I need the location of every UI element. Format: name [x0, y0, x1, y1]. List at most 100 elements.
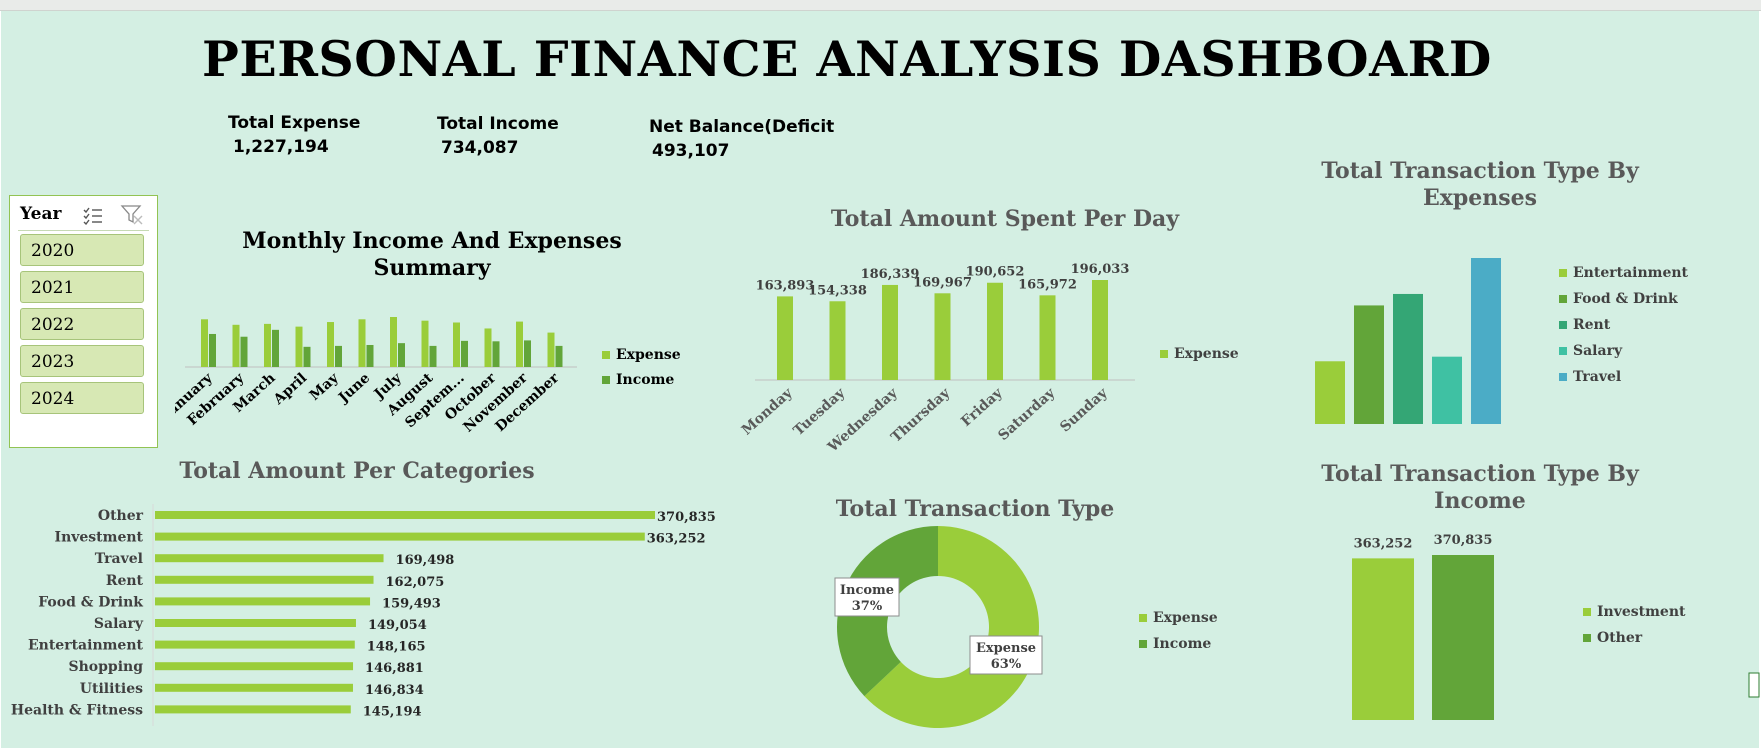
bar-other [1432, 555, 1494, 720]
bar-healthfitness [155, 705, 351, 714]
transaction-by-income-chart: 363,252 370,835 [1352, 533, 1494, 720]
data-label: 146,834 [365, 683, 424, 698]
bar-monday [777, 296, 793, 380]
by-expenses-chart-title: Total Transaction Type By Expenses [1321, 158, 1639, 211]
window-top-strip [0, 0, 1761, 11]
legend-expense: Expense [1174, 346, 1239, 362]
data-label: 145,194 [363, 704, 422, 719]
data-label-box [834, 577, 900, 617]
legend-food-drink: Food & Drink [1573, 291, 1678, 307]
data-label: Income [840, 583, 894, 598]
expense-swatch [1139, 614, 1147, 622]
transaction-by-expenses-chart [1315, 258, 1501, 424]
bar-expense-october [484, 328, 492, 367]
bar-income-december [555, 345, 563, 367]
transaction-type-legend: Expense Income [1139, 610, 1218, 652]
legend-investment: Investment [1597, 604, 1686, 620]
kpi-net-balance-value: 493,107 [652, 141, 730, 161]
data-label: 370,835 [657, 510, 715, 525]
year-2022-button[interactable]: 2022 [20, 308, 144, 340]
data-label: 165,972 [1018, 277, 1077, 292]
bar-income-may [335, 345, 342, 367]
legend-rent: Rent [1573, 317, 1611, 333]
transaction-type-chart-title: Total Transaction Type [835, 496, 1115, 522]
bar-fooddrink [1354, 305, 1384, 424]
bar-shopping [155, 662, 354, 671]
amount-per-day-chart: 163,893Monday154,338Tuesday186,339Wednes… [739, 262, 1135, 455]
bar-expense-septem [453, 322, 460, 367]
bar-income-septem [461, 340, 468, 367]
bar-income-august [429, 345, 437, 367]
bar-expense-may [327, 322, 334, 367]
bar-sunday [1092, 280, 1108, 380]
entertainment-swatch [1559, 269, 1567, 277]
salary-swatch [1559, 347, 1567, 355]
data-label: 196,033 [1071, 262, 1130, 277]
bar-rent [155, 575, 374, 584]
legend-salary: Salary [1573, 343, 1623, 359]
resize-handle-icon[interactable] [1748, 672, 1760, 698]
slice-expense [864, 526, 1039, 728]
kpi-total-expense-label: Total Expense [228, 113, 361, 133]
kpi-total-income-value: 734,087 [441, 138, 519, 158]
bar-rent [1393, 293, 1423, 424]
travel-swatch [1559, 373, 1567, 381]
legend-income: Income [1153, 636, 1212, 652]
day-label: Sunday [1057, 385, 1111, 436]
category-label: Utilities [80, 681, 143, 697]
monthly-income-expense-chart: JanuaryFebruaryMarchAprilMayJuneJulyAugu… [175, 317, 577, 436]
category-label: Salary [94, 616, 144, 632]
bar-travel [1471, 258, 1501, 424]
by-income-chart-title: Total Transaction Type By Income [1321, 461, 1639, 514]
category-label: Rent [106, 573, 144, 589]
bar-wednesday [882, 284, 898, 380]
per-day-legend: Expense [1160, 346, 1239, 362]
bar-expense-december [547, 332, 555, 367]
year-2023-button[interactable]: 2023 [20, 345, 144, 377]
year-slicer: Year 2020 2021 2022 2023 2024 [9, 195, 158, 448]
bar-travel [155, 554, 384, 563]
amount-per-category-chart: Other 370,835 Investment 363,252 Travel 169,4… [11, 504, 715, 726]
bar-expense-january [201, 319, 208, 367]
data-label: 162,075 [386, 575, 445, 590]
monthly-chart-title: Monthly Income And Expenses Summary [242, 228, 622, 281]
kpi-total-income-label: Total Income [437, 114, 559, 134]
bar-saturday [1039, 295, 1056, 380]
year-2024-button[interactable]: 2024 [20, 382, 144, 414]
legend-other: Other [1597, 630, 1643, 646]
category-label: Entertainment [28, 638, 144, 654]
year-2020-button[interactable]: 2020 [20, 234, 144, 266]
bar-salary [1432, 356, 1462, 424]
dashboard-title: PERSONAL FINANCE ANALYSIS DASHBOARD [202, 30, 1492, 88]
kpi-net-balance-label: Net Balance(Deficit [649, 117, 835, 137]
bar-expense-march [264, 323, 271, 367]
day-label: Friday [958, 385, 1006, 431]
year-2021-button[interactable]: 2021 [20, 271, 144, 303]
data-label: 163,893 [756, 278, 815, 293]
clear-filter-icon[interactable] [120, 203, 144, 225]
data-label: 169,967 [913, 275, 972, 290]
data-label: 363,252 [1354, 536, 1413, 551]
category-label: Shopping [69, 659, 144, 675]
category-label: Travel [95, 551, 143, 567]
per-day-chart-title: Total Amount Spent Per Day [830, 206, 1180, 232]
bar-other [155, 511, 655, 519]
multi-select-icon[interactable] [82, 205, 104, 225]
bar-tuesday [829, 301, 846, 380]
data-label: 363,252 [647, 532, 706, 547]
bar-expense-november [516, 321, 523, 367]
data-label: 169,498 [396, 553, 455, 568]
food-drink-swatch [1559, 295, 1567, 303]
month-label: April [270, 370, 310, 408]
data-label: 186,339 [861, 267, 920, 282]
bar-utilities [155, 683, 353, 692]
category-label: Other [98, 508, 144, 524]
data-label-box [969, 635, 1043, 675]
category-label: Health & Fitness [11, 702, 143, 718]
bar-fooddrink [155, 597, 371, 606]
bar-income-april [303, 346, 311, 367]
bar-income-june [366, 344, 374, 367]
by-expenses-legend: Entertainment Food & Drink Rent Salary T… [1559, 265, 1688, 385]
bar-income-november [524, 340, 531, 367]
